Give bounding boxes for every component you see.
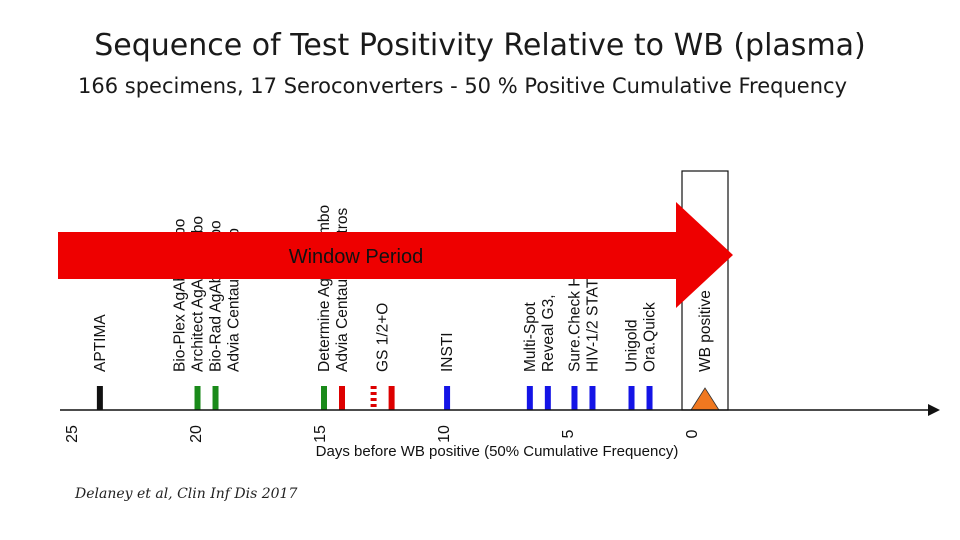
x-axis-title: Days before WB positive (50% Cumulative … [315,443,679,460]
slide-subtitle: 166 specimens, 17 Seroconverters - 50 % … [78,74,847,98]
test-label: WB positive [697,290,714,372]
test-label: GS 1/2+O [375,303,392,372]
x-tick-label: 5 [560,429,577,438]
window-arrow-shape [58,202,733,308]
test-label: INSTI [439,332,456,372]
test-labels: APTIMA Bio-Plex AgAb Combo Architect AgAb … [92,205,659,372]
window-period-arrow: Window Period [58,202,733,308]
x-tick-label: 25 [64,425,81,443]
test-label: Reveal G3, [540,294,557,372]
x-axis-arrowhead [928,404,940,416]
test-label: Multi-Spot [522,302,539,372]
test-markers [96,386,720,411]
x-tick-label: 0 [684,429,701,438]
test-label: Determine AgAb Combo [316,205,333,372]
x-tick-label: 10 [436,425,453,443]
window-period-label: Window Period [289,246,424,268]
wb-label-layer: WB positive [697,290,714,372]
slide-title: Sequence of Test Positivity Relative to … [94,28,866,63]
citation: Delaney et al, Clin Inf Dis 2017 [75,486,298,502]
x-tick-label: 20 [188,425,205,443]
test-label: Unigold [624,319,641,372]
test-label: Ora.Quick [642,302,659,372]
x-tick-label: 15 [312,425,329,443]
x-axis-ticks: 25 20 15 10 5 0 [64,425,701,443]
test-label: APTIMA [92,314,109,372]
